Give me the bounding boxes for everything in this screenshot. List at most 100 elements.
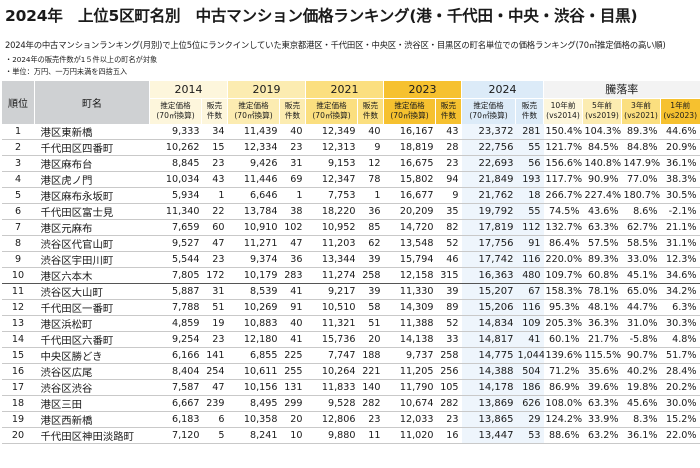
cell-c2014: 47 [201,379,228,397]
cell-c2021: 62 [357,235,384,253]
cell-town: 千代田区一番町 [34,299,150,317]
cell-p2019: 9,374 [227,251,280,269]
cell-r10: 205.3% [543,315,583,333]
cell-r5: 104.3% [582,124,622,141]
cell-p2021: 9,217 [305,283,358,301]
rate-header-r5: 5年前 (vs2019) [582,97,622,124]
cell-p2023: 16,675 [383,155,436,173]
cell-p2023: 10,674 [383,395,436,413]
cell-p2023: 13,548 [383,235,436,253]
cell-p2019: 12,180 [227,331,280,349]
count-header-2014: 販売 件数 [201,97,228,124]
table-row: 7 港区元麻布 7,659 60 10,910 102 10,952 85 14,720 82 17… [1,219,700,237]
cell-c2023: 256 [435,363,462,381]
cell-c2019: 40 [279,315,306,333]
cell-c2021: 188 [357,347,384,365]
cell-c2019: 283 [279,267,306,285]
cell-p2019: 11,446 [227,171,280,189]
cell-p2019: 6,646 [227,187,280,205]
cell-p2023: 11,330 [383,283,436,301]
cell-r3: 180.7% [621,187,661,205]
cell-r1: 28.4% [660,363,700,381]
cell-c2014: 141 [201,347,228,365]
cell-p2021: 12,349 [305,124,358,141]
cell-p2024: 19,792 [461,203,516,221]
cell-p2024: 17,756 [461,235,516,253]
cell-p2023: 11,020 [383,427,436,445]
count-header-2021: 販売 件数 [357,97,384,124]
cell-p2021: 7,747 [305,347,358,365]
cell-c2024: 193 [515,171,544,189]
cell-c2023: 39 [435,283,462,301]
cell-r1: -2.1% [660,203,700,221]
cell-r3: 33.0% [621,251,661,269]
cell-p2014: 10,262 [149,139,202,157]
cell-c2024: 109 [515,315,544,333]
cell-c2021: 40 [357,124,384,141]
cell-r1: 30.0% [660,395,700,413]
cell-p2021: 11,833 [305,379,358,397]
cell-c2021: 85 [357,219,384,237]
cell-r10: 124.2% [543,411,583,429]
cell-r5: 140.8% [582,155,622,173]
cell-r10: 158.3% [543,283,583,301]
count-header-2019-line1: 販売 [284,101,301,111]
rate-header-r10-line2: (vs2014) [546,111,580,121]
cell-c2019: 1 [279,187,306,205]
cell-p2021: 9,528 [305,395,358,413]
cell-p2014: 9,254 [149,331,202,349]
table-row: 1 港区東新橋 9,333 34 11,439 40 12,349 40 16,167 43 23,… [1,124,700,141]
cell-rank: 5 [1,187,35,205]
rate-header-r3-line1: 3年前 [630,101,652,111]
cell-c2024: 29 [515,411,544,429]
price-header-2019-line2: (70㎡換算) [234,111,273,121]
cell-c2021: 140 [357,379,384,397]
cell-r1: 30.3% [660,315,700,333]
cell-rank: 3 [1,155,35,173]
price-header-2021-line2: (70㎡換算) [312,111,351,121]
cell-p2019: 6,855 [227,347,280,365]
cell-c2019: 40 [279,124,306,141]
rate-header-r10: 10年前 (vs2014) [543,97,583,124]
table-row: 14 千代田区六番町 9,254 23 12,180 41 15,736 20 14,138 33… [1,331,700,349]
cell-c2023: 89 [435,299,462,317]
cell-c2021: 221 [357,363,384,381]
cell-town: 渋谷区広尾 [34,363,150,381]
cell-rank: 19 [1,411,35,429]
cell-c2014: 23 [201,251,228,269]
cell-p2019: 8,241 [227,427,280,445]
count-header-2024: 販売 件数 [515,97,544,124]
cell-p2014: 9,333 [149,124,202,141]
cell-p2021: 12,806 [305,411,358,429]
cell-p2021: 9,880 [305,427,358,445]
rate-header-r5-line2: (vs2019) [585,111,619,121]
cell-town: 港区三田 [34,395,150,413]
cell-town: 千代田区六番町 [34,331,150,349]
cell-rank: 14 [1,331,35,349]
cell-c2021: 39 [357,283,384,301]
cell-r5: 48.1% [582,299,622,317]
cell-p2021: 11,321 [305,315,358,333]
cell-c2023: 82 [435,219,462,237]
cell-r3: 40.2% [621,363,661,381]
cell-c2023: 46 [435,251,462,269]
cell-r1: 36.1% [660,155,700,173]
cell-c2024: 55 [515,203,544,221]
cell-p2019: 12,334 [227,139,280,157]
town-header: 町名 [34,81,150,124]
cell-r3: 31.0% [621,315,661,333]
cell-p2023: 18,819 [383,139,436,157]
cell-p2024: 13,869 [461,395,516,413]
cell-r10: 150.4% [543,124,583,141]
cell-p2024: 14,178 [461,379,516,397]
cell-p2019: 8,495 [227,395,280,413]
cell-p2019: 10,883 [227,315,280,333]
cell-c2024: 67 [515,283,544,301]
cell-p2014: 7,788 [149,299,202,317]
price-header-2023-line2: (70㎡換算) [390,111,429,121]
count-header-2019: 販売 件数 [279,97,306,124]
table-row: 10 港区六本木 7,805 172 10,179 283 11,274 258 12,158 3… [1,267,700,285]
cell-c2024: 626 [515,395,544,413]
rate-header: 騰落率 [543,81,700,98]
cell-r5: 33.9% [582,411,622,429]
